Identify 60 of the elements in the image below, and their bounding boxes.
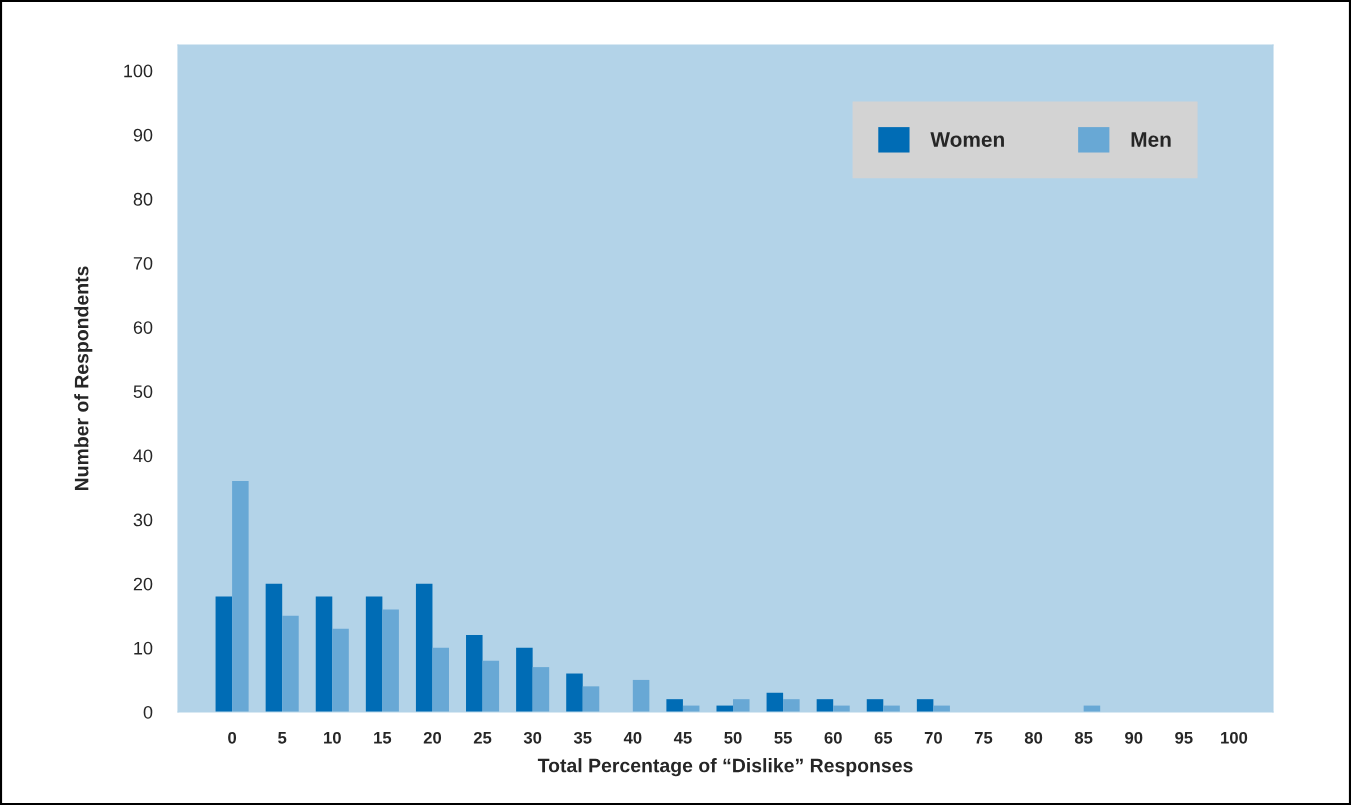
x-tick-label: 20 [423, 731, 442, 744]
legend-label: Women [930, 132, 1004, 147]
x-tick-label: 100 [1221, 731, 1248, 744]
bar [582, 686, 600, 712]
bar [816, 699, 834, 712]
bar [365, 596, 383, 712]
bar [516, 647, 533, 712]
x-tick-label: 15 [374, 732, 392, 744]
x-tick-label: 65 [874, 731, 893, 744]
bar [332, 628, 349, 712]
y-tick-label: 30 [133, 513, 153, 527]
bar [766, 692, 784, 712]
bar [482, 660, 500, 712]
bar [232, 481, 249, 712]
x-tick-label: 60 [824, 731, 842, 744]
x-tick-label: 90 [1125, 731, 1143, 744]
x-tick-label: 35 [573, 731, 592, 744]
bar [566, 673, 583, 712]
y-tick-label: 80 [133, 192, 153, 206]
x-tick-label: 0 [228, 731, 237, 744]
bar [733, 699, 750, 712]
y-tick-label: 100 [124, 64, 153, 78]
bar [215, 596, 233, 712]
x-tick-label: 5 [278, 732, 287, 744]
x-tick-label: 30 [523, 731, 542, 744]
x-tick-label: 10 [324, 731, 341, 744]
x-tick-label: 25 [473, 731, 492, 744]
x-tick-label: 80 [1024, 731, 1043, 744]
y-tick-label: 60 [133, 321, 153, 334]
bar [666, 699, 683, 712]
bar [532, 667, 550, 712]
bar [282, 615, 299, 712]
bar [466, 635, 483, 712]
y-tick-label: 0 [143, 705, 153, 719]
x-tick-label: 45 [673, 732, 692, 744]
y-tick-label: 50 [133, 385, 153, 399]
bar [315, 596, 333, 712]
bar [916, 699, 934, 712]
x-tick-label: 85 [1074, 731, 1093, 744]
y-tick-label: 70 [133, 256, 153, 270]
y-tick-label: 20 [133, 577, 153, 591]
x-tick-label: 40 [623, 731, 642, 744]
y-tick-label: 10 [134, 641, 153, 655]
x-tick-label: 50 [724, 731, 742, 744]
y-tick-label: 40 [133, 449, 153, 463]
bar [432, 647, 449, 712]
y-tick-label: 90 [133, 128, 153, 142]
legend-label: Men [1131, 132, 1171, 147]
bar [415, 583, 433, 712]
x-axis-title: Total Percentage of “Dislike” Responses [537, 758, 913, 777]
bar [632, 679, 650, 712]
x-tick-label: 75 [974, 732, 993, 744]
bar [866, 699, 884, 712]
x-tick-label: 95 [1175, 731, 1193, 744]
bar [265, 583, 283, 712]
y-axis-title: Number of Respondents [74, 266, 93, 491]
bar [382, 609, 399, 712]
bar [783, 699, 800, 712]
x-tick-label: 70 [924, 731, 942, 744]
x-tick-label: 55 [774, 732, 792, 744]
